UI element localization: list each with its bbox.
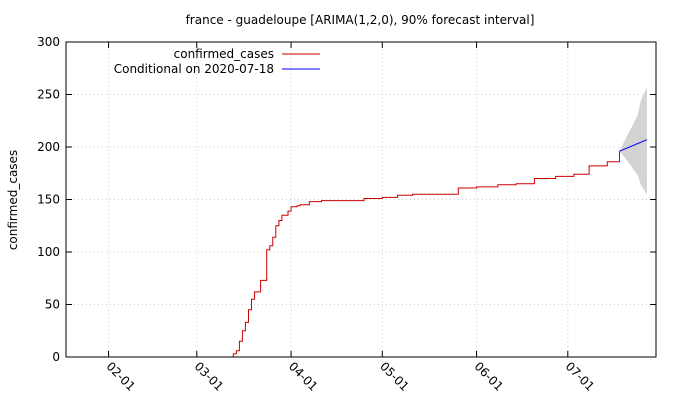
legend-label-confirmed-cases: confirmed_cases xyxy=(174,47,274,61)
y-tick-label: 0 xyxy=(52,350,60,364)
y-axis-label: confirmed_cases xyxy=(6,150,20,250)
series-lines xyxy=(221,139,648,358)
legend: confirmed_cases Conditional on 2020-07-1… xyxy=(114,47,320,76)
axis-ticks: 0 50 100 150 200 250 300 02-01 03-01 04-01 05-01 06… xyxy=(37,35,656,394)
forecast-interval-band xyxy=(619,87,647,195)
legend-label-conditional: Conditional on 2020-07-18 xyxy=(114,62,274,76)
y-tick-label: 150 xyxy=(37,193,60,207)
x-tick-label: 03-01 xyxy=(192,359,227,394)
y-tick-label: 50 xyxy=(45,298,60,312)
y-tick-label: 250 xyxy=(37,88,60,102)
grid-lines xyxy=(66,42,656,357)
x-tick-label: 05-01 xyxy=(377,359,412,394)
y-tick-label: 300 xyxy=(37,35,60,49)
y-tick-label: 100 xyxy=(37,245,60,259)
x-tick-label: 06-01 xyxy=(471,359,506,394)
series-line-1 xyxy=(619,139,648,152)
chart-title: france - guadeloupe [ARIMA(1,2,0), 90% f… xyxy=(186,13,535,27)
series-line-0 xyxy=(221,151,620,358)
x-tick-label: 02-01 xyxy=(103,359,138,394)
x-tick-label: 07-01 xyxy=(563,359,598,394)
x-tick-label: 04-01 xyxy=(286,359,321,394)
forecast-interval-area xyxy=(619,87,647,195)
y-tick-label: 200 xyxy=(37,140,60,154)
